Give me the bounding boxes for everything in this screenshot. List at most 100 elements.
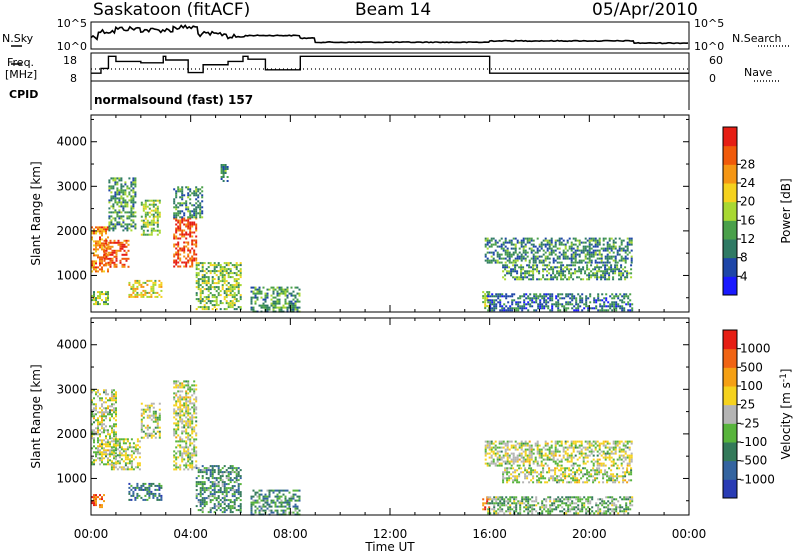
echo-cell <box>570 276 573 279</box>
echo-cell <box>604 458 607 461</box>
echo-cell <box>524 251 527 254</box>
echo-cell <box>215 499 218 502</box>
echo-cell <box>562 251 565 254</box>
echo-cell <box>112 468 115 471</box>
echo-cell <box>490 460 493 463</box>
echo-cell <box>540 247 543 250</box>
echo-cell <box>187 446 190 449</box>
echo-cell <box>173 243 176 246</box>
echo-cell <box>108 225 111 228</box>
echo-cell <box>95 393 97 396</box>
echo-cell <box>505 305 508 308</box>
echo-cell <box>256 288 259 291</box>
echo-cell <box>574 264 577 267</box>
echo-cell <box>534 471 537 474</box>
echo-cell <box>183 384 186 387</box>
echo-cell <box>606 245 609 248</box>
echo-cell <box>115 433 117 436</box>
echo-cell <box>516 257 519 260</box>
echo-cell <box>559 297 562 300</box>
echo-cell <box>177 440 180 443</box>
echo-cell <box>187 219 190 222</box>
echo-cell <box>132 458 135 461</box>
echo-cell <box>544 462 547 465</box>
echo-cell <box>262 302 265 305</box>
echo-cell <box>195 188 198 191</box>
echo-cell <box>574 481 577 484</box>
echo-cell <box>580 251 583 254</box>
echo-cell <box>209 262 212 265</box>
echo-cell <box>508 253 511 256</box>
echo-cell <box>550 247 553 250</box>
echo-cell <box>107 393 109 396</box>
nave-tick: 0 <box>709 72 716 85</box>
echo-cell <box>498 245 501 248</box>
echo-cell <box>177 390 180 393</box>
echo-cell <box>130 195 133 198</box>
echo-cell <box>560 477 563 480</box>
echo-cell <box>584 446 587 449</box>
echo-cell <box>568 469 571 472</box>
echo-cell <box>97 303 99 306</box>
echo-cell <box>113 411 115 414</box>
echo-cell <box>193 384 196 387</box>
echo-cell <box>134 289 137 292</box>
echo-cell <box>522 251 525 254</box>
echo-cell <box>496 446 499 449</box>
echo-cell <box>270 505 273 508</box>
echo-cell <box>494 259 497 262</box>
echo-cell <box>532 249 535 252</box>
echo-cell <box>570 274 573 277</box>
echo-cell <box>288 505 291 508</box>
echo-cell <box>502 241 505 244</box>
echo-cell <box>222 166 225 168</box>
echo-cell <box>120 448 123 451</box>
echo-cell <box>558 444 561 447</box>
echo-cell <box>181 190 184 193</box>
echo-cell <box>494 249 497 252</box>
echo-cell <box>564 442 567 445</box>
echo-cell <box>594 249 597 252</box>
echo-cell <box>115 397 117 400</box>
echo-cell <box>513 299 516 302</box>
echo-cell <box>173 404 176 407</box>
echo-cell <box>622 247 625 250</box>
echo-cell <box>199 509 202 512</box>
echo-cell <box>103 431 105 434</box>
echo-cell <box>605 299 608 302</box>
echo-cell <box>128 492 131 495</box>
echo-cell <box>254 493 257 496</box>
echo-cell <box>209 499 212 502</box>
echo-cell <box>173 216 176 219</box>
echo-cell <box>535 299 538 302</box>
echo-cell <box>534 257 537 260</box>
echo-cell <box>91 423 93 426</box>
echo-cell <box>148 416 151 419</box>
echo-cell <box>132 215 135 218</box>
echo-cell <box>594 473 597 476</box>
echo-cell <box>608 448 611 451</box>
echo-cell <box>223 296 226 299</box>
echo-cell <box>219 270 222 273</box>
echo-cell <box>113 393 115 396</box>
echo-cell <box>221 479 224 482</box>
echo-cell <box>280 509 283 512</box>
echo-cell <box>207 286 210 289</box>
echo-cell <box>543 295 546 298</box>
echo-cell <box>103 423 105 426</box>
echo-cell <box>630 268 633 271</box>
echo-cell <box>134 456 137 459</box>
beam-title: Beam 14 <box>355 0 432 20</box>
echo-cell <box>558 454 561 457</box>
echo-cell <box>142 424 145 427</box>
echo-cell <box>237 300 240 303</box>
echo-cell <box>229 290 232 293</box>
echo-cell <box>520 444 523 447</box>
echo-cell <box>554 259 557 262</box>
echo-cell <box>189 235 192 238</box>
echo-cell <box>117 239 120 242</box>
echo-cell <box>136 293 139 296</box>
echo-cell <box>201 278 204 281</box>
echo-cell <box>572 475 575 478</box>
echo-cell <box>223 487 226 490</box>
